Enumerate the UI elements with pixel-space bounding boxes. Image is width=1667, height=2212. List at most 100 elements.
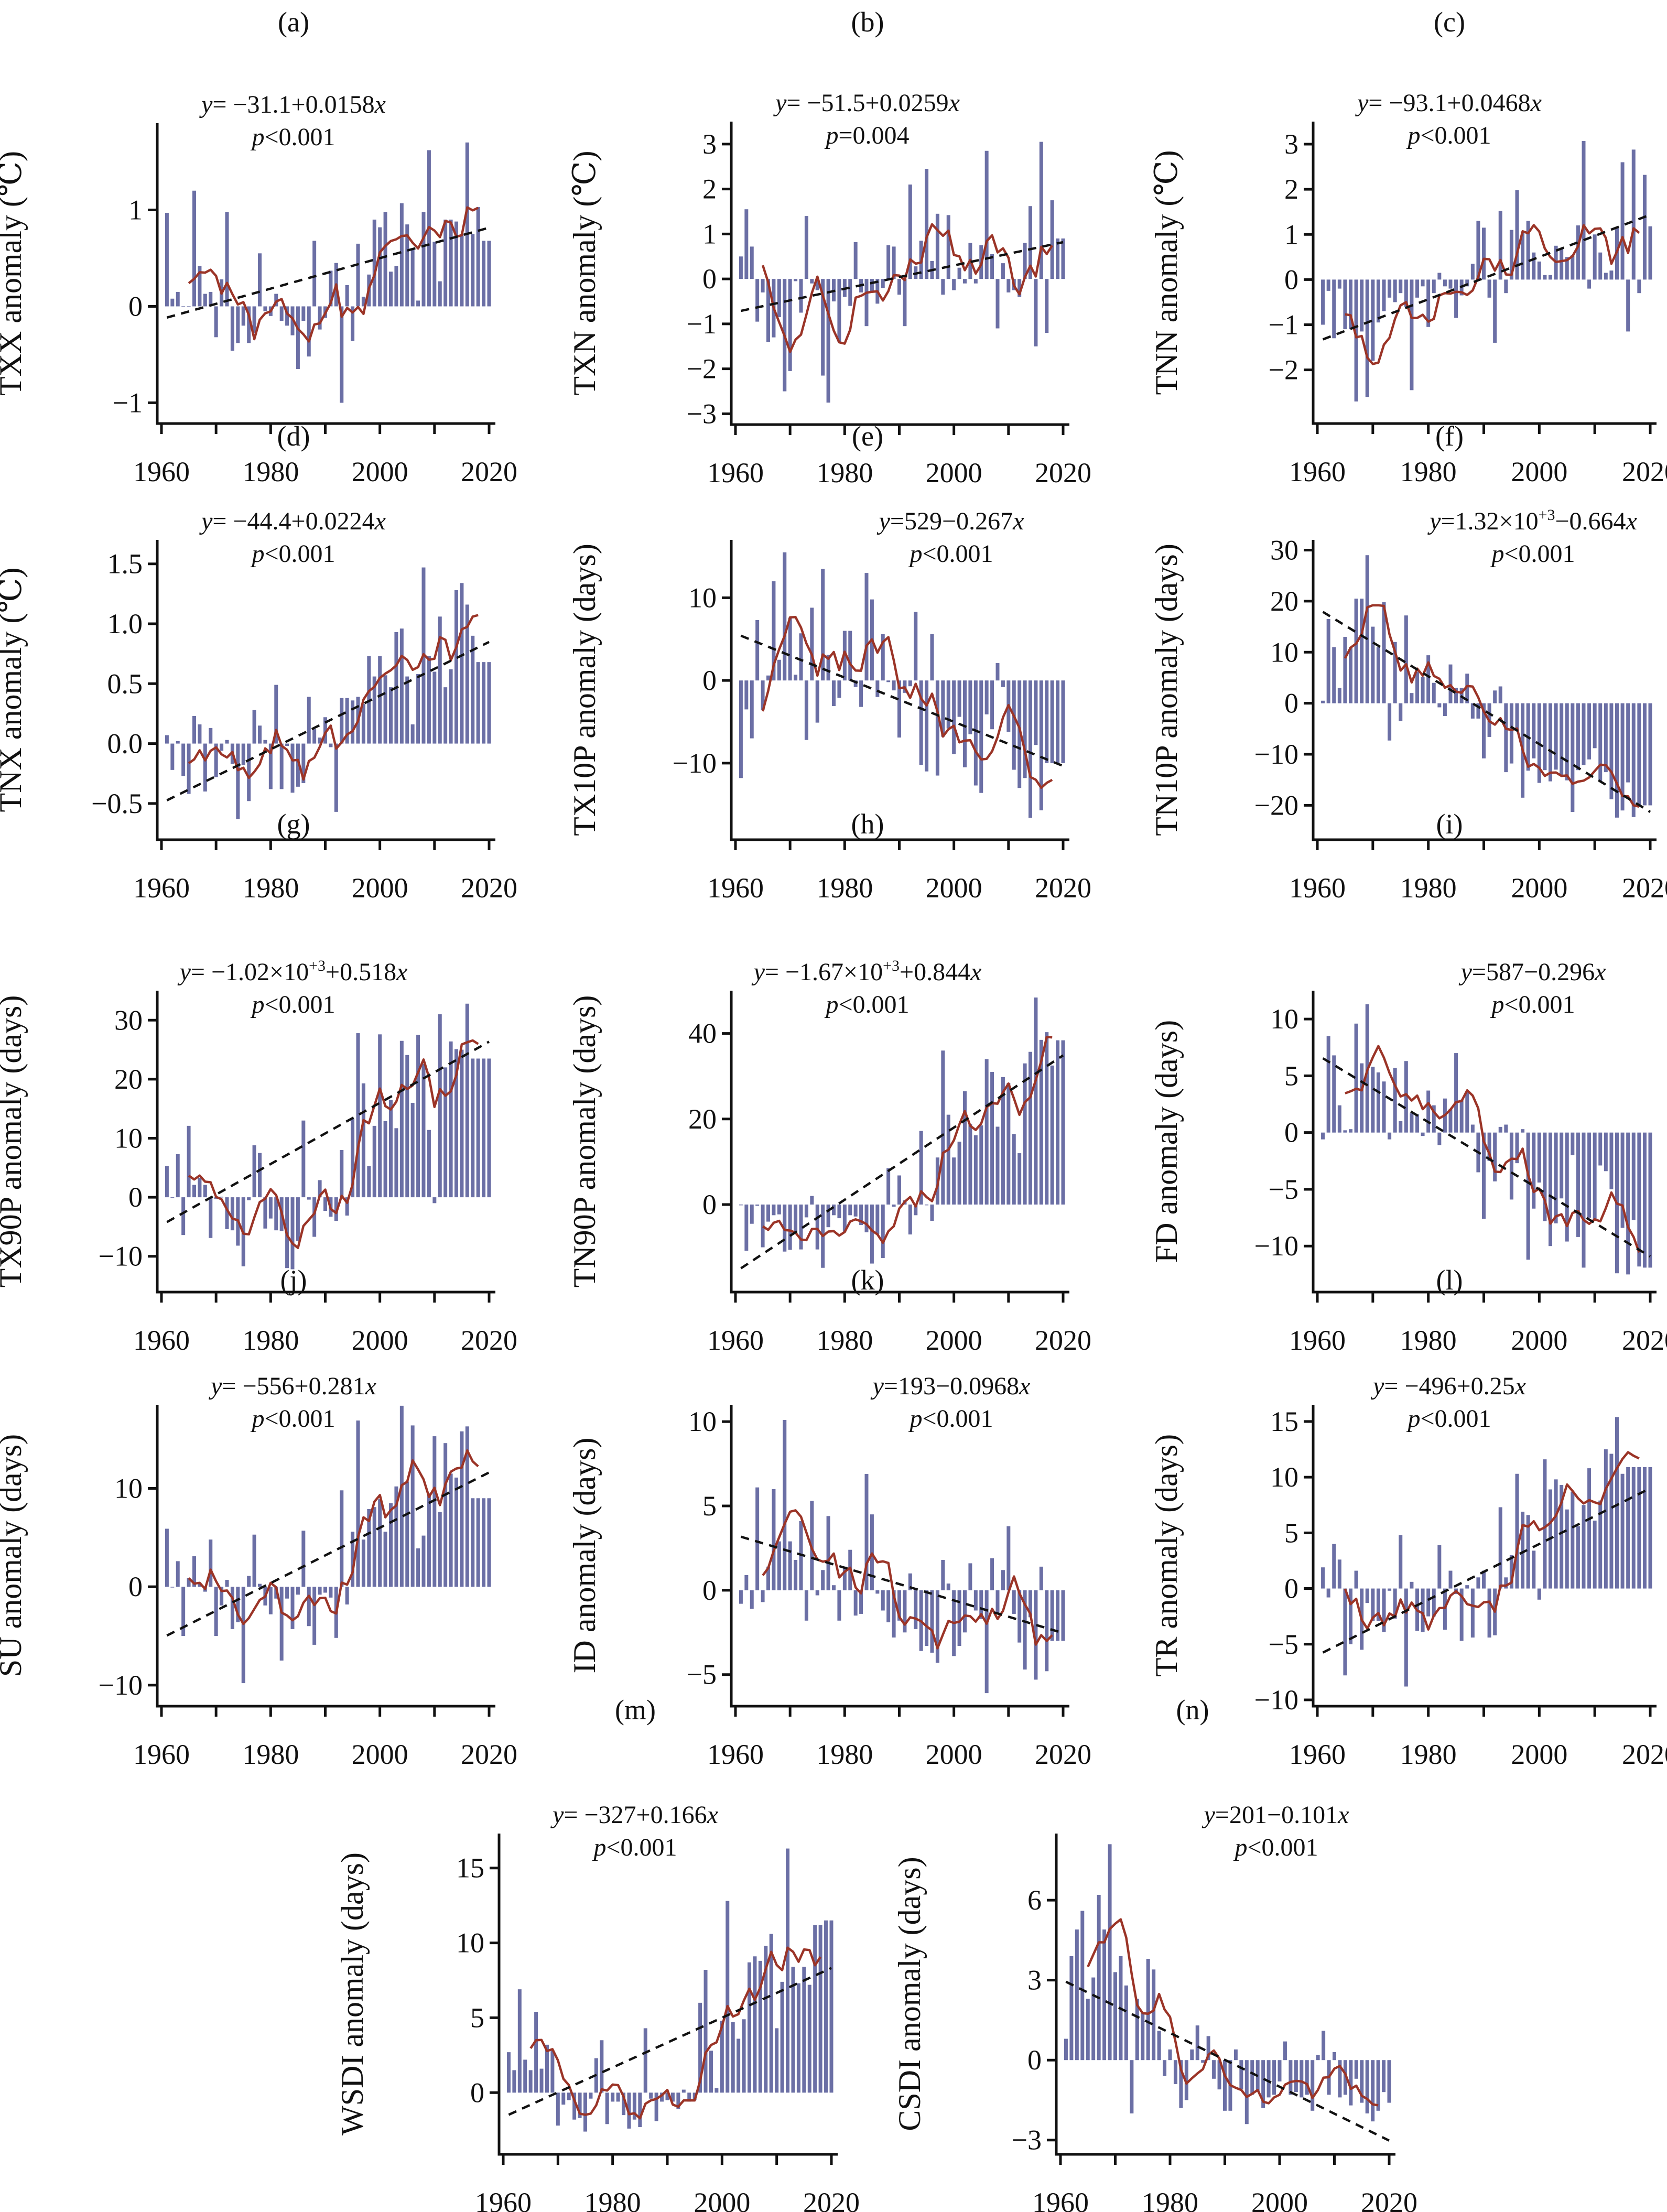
y-tick-label: −5	[1269, 1629, 1298, 1660]
bar-1998	[367, 1509, 371, 1587]
bar-2009	[1001, 263, 1005, 279]
bar-1963	[1332, 647, 1336, 703]
bar-1968	[777, 279, 781, 318]
bar-1981	[1432, 1105, 1436, 1133]
bar-2011	[438, 1512, 442, 1587]
y-tick-label: 5	[1284, 1060, 1298, 1091]
trend-line	[740, 1054, 1064, 1270]
x-tick-label: 1960	[1032, 2187, 1089, 2212]
x-tick-label: 1960	[133, 456, 190, 487]
bar-2005	[979, 680, 983, 793]
p-value: p<0.001	[592, 1834, 677, 1861]
x-tick-label: 2020	[803, 2187, 860, 2212]
bar-2010	[1593, 1520, 1597, 1589]
bar-1981	[848, 279, 852, 306]
bar-1979	[263, 740, 267, 744]
bar-2010	[1593, 234, 1597, 280]
bar-1986	[301, 743, 306, 783]
bar-2020	[487, 662, 491, 744]
bar-1990	[323, 717, 327, 744]
bar-1966	[1349, 1588, 1352, 1644]
bar-1975	[241, 1587, 245, 1684]
panel-label: (e)	[852, 420, 883, 452]
bar-2016	[465, 604, 469, 744]
bar-1972	[225, 1197, 229, 1229]
bar-1997	[935, 213, 939, 279]
bar-2014	[454, 1477, 458, 1587]
x-tick-label: 2020	[1622, 1325, 1667, 1356]
bar-1976	[247, 306, 251, 343]
bar-2017	[471, 635, 475, 744]
bar-1984	[864, 1473, 869, 1590]
trend-line	[1322, 1057, 1651, 1258]
bar-1961	[1321, 279, 1325, 325]
y-tick-label: 0	[1284, 264, 1298, 295]
bar-1972	[1382, 279, 1386, 311]
bar-1986	[301, 1120, 306, 1198]
bar-1974	[1135, 1999, 1139, 2061]
x-tick-label: 1960	[1289, 1325, 1346, 1356]
bar-2012	[1604, 1132, 1608, 1172]
bar-1991	[329, 743, 333, 747]
bar-2007	[990, 1072, 994, 1205]
bar-1998	[941, 1559, 945, 1590]
bar-1996	[1515, 1132, 1519, 1164]
bar-1963	[750, 1590, 754, 1609]
smoothed-line	[761, 223, 1054, 353]
bar-1979	[837, 1204, 841, 1219]
bar-2000	[378, 1034, 382, 1198]
bar-1971	[794, 1559, 798, 1590]
bar-1966	[192, 1185, 196, 1198]
y-tick-label: 15	[1270, 1406, 1298, 1437]
y-tick-label: −1	[113, 387, 143, 418]
bar-1964	[181, 1197, 186, 1235]
bar-1997	[361, 1539, 365, 1587]
bar-1975	[815, 680, 819, 723]
bar-1987	[881, 1590, 885, 1611]
regression-equation: y= −1.67×10+3+0.844x	[751, 957, 982, 986]
bar-2017	[1631, 149, 1636, 280]
bar-2020	[1387, 2060, 1391, 2103]
bar-1980	[611, 2092, 615, 2102]
bar-2019	[1642, 1132, 1647, 1268]
bar-1986	[875, 1590, 880, 1594]
axes	[1312, 1405, 1657, 1708]
bar-2008	[995, 663, 1000, 681]
bar-1993	[340, 1490, 344, 1587]
bar-2001	[1283, 2041, 1287, 2061]
y-tick-label: −1	[687, 308, 717, 340]
bar-2013	[449, 1041, 453, 1198]
bar-1967	[539, 2068, 544, 2093]
bar-1971	[1376, 279, 1380, 323]
bar-2016	[1626, 703, 1630, 783]
bar-2020	[1061, 238, 1065, 279]
bar-1970	[788, 1541, 792, 1590]
bar-1991	[329, 270, 333, 307]
bar-2020	[829, 1920, 834, 2093]
bar-2002	[963, 680, 967, 767]
bar-2016	[1039, 680, 1043, 810]
bar-2002	[1549, 1132, 1552, 1246]
bar-2004	[1560, 1132, 1564, 1199]
y-tick-label: 6	[1027, 1884, 1042, 1916]
bar-2000	[378, 1499, 382, 1587]
x-tick-label: 2020	[461, 1739, 517, 1770]
x-tick-label: 1960	[133, 872, 190, 904]
chart-e: (e) TX10P anomaly (days) 10 0 −10 1960 1980 200…	[567, 420, 1091, 904]
bar-1975	[1399, 703, 1403, 721]
bar-1962	[170, 1197, 175, 1198]
bar-1972	[225, 1580, 229, 1587]
y-tick-label: 0	[1284, 688, 1298, 719]
bar-1983	[859, 1204, 863, 1226]
panel-n: (n) CSDI anomaly (days) 6 3 0 −3 1960 1980 2000 2…	[891, 1693, 1447, 2212]
bar-2005	[979, 1590, 983, 1619]
bar-2014	[1615, 1417, 1619, 1589]
y-tick-label: 1.5	[107, 548, 143, 580]
bar-1983	[859, 680, 863, 707]
bar-1964	[1337, 1559, 1341, 1589]
bar-1996	[1515, 1473, 1519, 1589]
panel-e: (e) TX10P anomaly (days) 10 0 −10 1960 1980 200…	[566, 414, 1122, 904]
bar-1988	[886, 680, 891, 682]
bar-1974	[236, 743, 240, 819]
bar-1968	[203, 1185, 207, 1198]
